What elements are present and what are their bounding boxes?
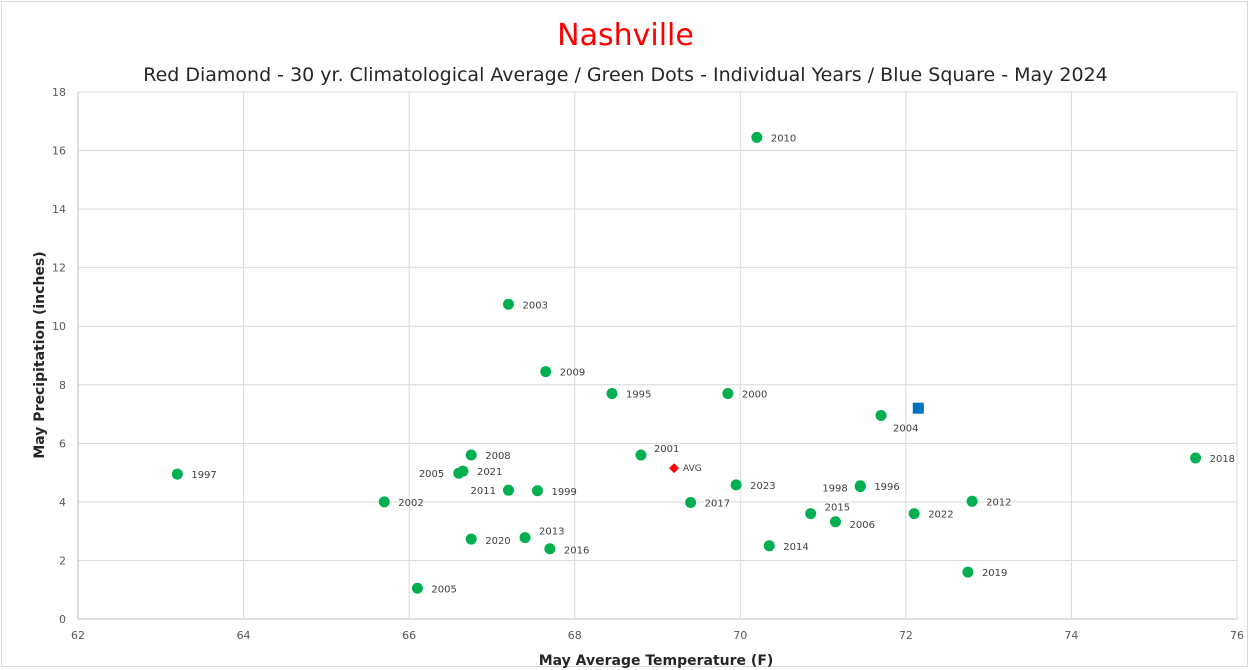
y-tick-label: 10 xyxy=(52,320,66,333)
point-label: 2005 xyxy=(419,469,444,480)
point-label: 2019 xyxy=(982,568,1007,579)
point-labels: 2010 2003 2009 1995 2000 2004 2008 2001 2018 2021… xyxy=(191,133,1235,595)
year-point xyxy=(519,532,531,544)
year-point xyxy=(966,495,978,507)
year-point xyxy=(635,449,647,461)
point-label: 2022 xyxy=(928,510,953,521)
year-point xyxy=(502,298,514,310)
year-point xyxy=(531,485,543,497)
x-tick-label: 64 xyxy=(237,629,251,642)
point-label: 1995 xyxy=(626,390,651,401)
year-point xyxy=(763,540,775,552)
point-label: 1997 xyxy=(191,470,216,481)
x-tick-label: 62 xyxy=(71,629,85,642)
year-point xyxy=(465,533,477,545)
y-tick-label: 16 xyxy=(52,145,66,158)
y-tick-label: 6 xyxy=(59,437,66,450)
year-point xyxy=(171,468,183,480)
point-label: 2018 xyxy=(1210,454,1235,465)
point-label: AVG xyxy=(683,464,702,474)
x-axis-title: May Average Temperature (F) xyxy=(539,653,774,669)
year-point xyxy=(722,388,734,400)
average-diamond xyxy=(669,463,680,474)
y-tick-label: 2 xyxy=(59,554,66,567)
point-label: 2020 xyxy=(485,536,510,547)
current-year-square xyxy=(912,402,924,414)
point-label: 2013 xyxy=(539,527,564,538)
point-label: 2004 xyxy=(893,424,918,435)
point-label: 2003 xyxy=(522,300,547,311)
point-label: 2008 xyxy=(485,451,510,462)
point-label: 2009 xyxy=(560,368,585,379)
point-label: 2000 xyxy=(742,390,767,401)
year-point xyxy=(685,496,697,508)
gridlines xyxy=(77,91,1238,620)
year-point xyxy=(908,508,920,520)
chart-title: Nashville xyxy=(557,18,694,53)
y-tick-label: 18 xyxy=(52,86,66,99)
year-point xyxy=(606,388,618,400)
point-label: 2021 xyxy=(477,467,502,478)
year-point xyxy=(465,449,477,461)
x-tick-label: 76 xyxy=(1230,629,1244,642)
x-tick-label: 74 xyxy=(1064,629,1078,642)
x-tick-label: 66 xyxy=(402,629,416,642)
x-tick-label: 70 xyxy=(733,629,747,642)
data-points xyxy=(171,131,1202,594)
year-point xyxy=(540,366,552,378)
year-point xyxy=(829,516,841,528)
point-label: 2017 xyxy=(705,498,730,509)
point-label: 2014 xyxy=(783,542,808,553)
point-label: 2016 xyxy=(564,546,589,557)
year-point xyxy=(875,410,887,422)
y-tick-label: 14 xyxy=(52,203,66,216)
point-label: 2023 xyxy=(750,481,775,492)
y-tick-label: 0 xyxy=(59,613,66,626)
point-label: 2010 xyxy=(771,133,796,144)
year-point xyxy=(854,481,866,493)
point-label: 2015 xyxy=(825,503,850,514)
point-label: 2011 xyxy=(470,486,495,497)
y-tick-label: 8 xyxy=(59,379,66,392)
year-point xyxy=(378,496,390,508)
x-tick-label: 72 xyxy=(899,629,913,642)
point-label: 2001 xyxy=(654,444,679,455)
y-axis-title: May Precipitation (inches) xyxy=(32,251,48,458)
year-point xyxy=(411,582,423,594)
year-point xyxy=(453,467,465,479)
point-label: 1999 xyxy=(551,487,576,498)
year-point xyxy=(805,508,817,520)
point-label: 2012 xyxy=(986,497,1011,508)
x-tick-label: 68 xyxy=(568,629,582,642)
year-point xyxy=(730,479,742,491)
point-label: 1998 xyxy=(822,484,847,495)
point-label: 2002 xyxy=(398,498,423,509)
y-tick-label: 4 xyxy=(59,496,66,509)
year-point xyxy=(751,131,763,143)
year-point xyxy=(544,543,556,555)
point-label: 1996 xyxy=(874,482,899,493)
point-label: 2005 xyxy=(431,584,456,595)
year-point xyxy=(1190,452,1202,464)
point-label: 2006 xyxy=(849,520,874,531)
y-tick-label: 12 xyxy=(52,262,66,275)
chart-subtitle: Red Diamond - 30 yr. Climatological Aver… xyxy=(143,64,1108,86)
year-point xyxy=(502,484,514,496)
year-point xyxy=(962,566,974,578)
